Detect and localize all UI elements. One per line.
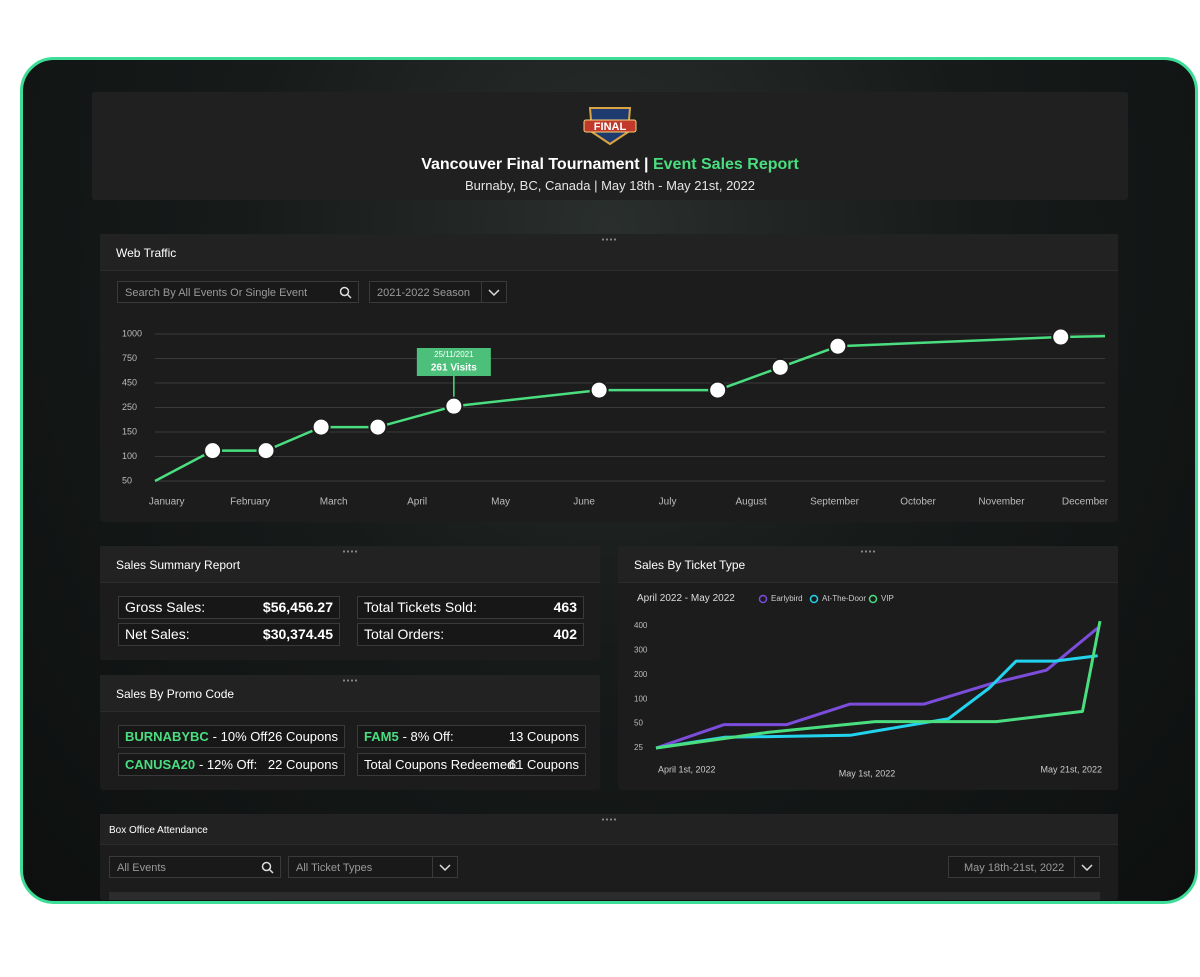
caret [481,282,506,302]
coupons: 13 Coupons [508,729,579,744]
drag-handle[interactable] [601,238,617,241]
panel-title: Sales Summary Report [116,558,241,572]
header-subtitle: Burnaby, BC, Canada | May 18th - May 21s… [464,178,755,193]
ticket-type-select[interactable]: All Ticket Types [288,856,458,878]
period: April 2022 - May 2022 [637,593,735,604]
label: Total Orders: [364,626,445,642]
value: $56,456.27 [262,599,333,615]
summary-row: Total Orders: 402 [357,623,584,646]
promo-code: CANUSA20 [125,757,196,772]
box-office-panel: Box Office Attendance All Events All Tic… [100,814,1118,900]
events: All Events [117,862,166,874]
summary-row: Gross Sales: $56,456.27 [118,596,340,619]
promo-code: BURNABYBC [125,729,209,744]
promo-row: FAM5 - 8% Off: 13 Coupons [357,725,586,748]
value: 402 [553,626,577,642]
total-label: Total Coupons Redeemed: [364,757,518,772]
date-select[interactable]: May 18th-21st, 2022 [948,856,1100,878]
panel-header: Sales Summary Report [100,546,600,583]
placeholder: Search By All Events Or Single Event [125,287,308,299]
table-header [109,892,1100,900]
discount: - 10% Off: [212,729,271,744]
title: Vancouver Final Tournament | [421,156,649,173]
promo-row: CANUSA20 - 12% Off: 22 Coupons [118,753,345,776]
value: $30,374.45 [262,626,333,642]
caret [1074,857,1099,877]
ticket-type-panel: Sales By Ticket Type April 2022 - May 20… [618,546,1118,790]
label: Net Sales: [125,626,190,642]
panel-header: Web Traffic [100,234,1118,271]
discount: - 8% Off: [402,729,454,744]
sales-summary-panel: Sales Summary Report Gross Sales: $56,456… [100,546,600,660]
promo-panel: Sales By Promo Code BURNABYBC - 10% Off:… [100,675,600,790]
value: 463 [553,599,577,615]
season-select[interactable]: 2021-2022 Season [369,281,507,303]
web-traffic-panel: Web Traffic Search By All Events Or Sing… [100,234,1118,522]
panel-title: Sales By Promo Code [116,687,235,701]
events-search[interactable]: All Events [109,856,281,878]
search-icon [261,861,274,874]
label: Gross Sales: [125,599,206,615]
ticket-types: All Ticket Types [296,862,373,874]
summary-row: Total Tickets Sold: 463 [357,596,584,619]
label: Total Tickets Sold: [364,599,477,615]
logo-text: FINAL [594,121,627,133]
panel-header: Box Office Attendance [100,814,1118,845]
title-highlight: Event Sales Report [652,156,799,173]
drag-handle[interactable] [860,550,876,553]
panel-header: Sales By Promo Code [100,675,600,712]
search-icon [339,286,352,299]
header-title: Vancouver Final Tournament | Event Sales… [92,156,1128,174]
drag-handle[interactable] [601,818,617,821]
season: 2021-2022 Season [377,287,470,299]
logo: FINAL [583,107,637,146]
panel-header: Sales By Ticket Type [618,546,1118,583]
discount: - 12% Off: [198,757,258,772]
panel-title: Sales By Ticket Type [634,558,746,572]
dates: May 18th-21st, 2022 [964,862,1065,874]
search-input[interactable]: Search By All Events Or Single Event [117,281,359,303]
panel-title: Web Traffic [116,246,177,260]
coupons: 61 Coupons [508,757,579,772]
drag-handle[interactable] [342,550,358,553]
drag-handle[interactable] [342,679,358,682]
coupons: 26 Coupons [267,729,338,744]
coupons: 22 Coupons [267,757,338,772]
summary-row: Net Sales: $30,374.45 [118,623,340,646]
caret [432,857,457,877]
promo-row: Total Coupons Redeemed: 61 Coupons [357,753,586,776]
promo-row: BURNABYBC - 10% Off: 26 Coupons [118,725,345,748]
panel-title: Box Office Attendance [109,825,208,836]
promo-code: FAM5 [364,729,399,744]
header-panel: FINAL Vancouver Final Tournament | Event… [92,92,1128,200]
